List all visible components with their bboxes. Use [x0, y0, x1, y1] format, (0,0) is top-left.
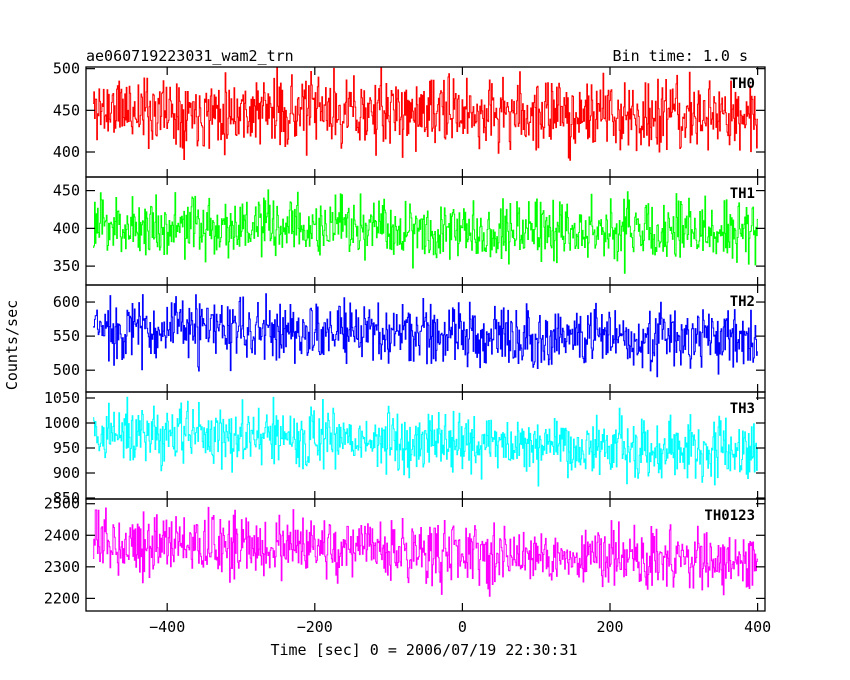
panel-th0: 400 450 500 TH0: [53, 60, 766, 178]
series-line-th2: [93, 293, 758, 378]
panel-label: TH0123: [704, 508, 755, 524]
x-tick-label: 0: [458, 618, 467, 636]
y-tick-label: 550: [53, 327, 80, 345]
y-tick-label: 450: [53, 101, 80, 119]
y-tick-label: 2300: [44, 558, 80, 576]
panel-label: TH0: [730, 76, 755, 92]
y-tick-label: 1000: [44, 414, 80, 432]
y-tick-label: 400: [53, 219, 80, 237]
y-tick-label: 450: [53, 182, 80, 200]
y-tick-label: 850: [53, 489, 80, 507]
chart-title: ae060719223031_wam2_trn: [86, 47, 294, 65]
y-tick-label: 950: [53, 439, 80, 457]
y-tick-label: 1050: [44, 389, 80, 407]
x-tick-label: 200: [596, 618, 623, 636]
x-tick-label: −400: [149, 618, 185, 636]
x-axis-label: Time [sec] 0 = 2006/07/19 22:30:31: [270, 641, 577, 659]
panel-frame: [85, 498, 766, 612]
y-tick-label: 2500: [44, 495, 80, 513]
x-tick-label: 400: [744, 618, 771, 636]
panel-label: TH2: [730, 294, 755, 310]
panel-label: TH1: [730, 186, 755, 202]
series-line-th0123: [93, 506, 758, 597]
y-axis-label: Counts/sec: [3, 300, 21, 390]
y-tick-label: 500: [53, 361, 80, 379]
panel-th1: 350 400 450 TH1: [53, 176, 766, 286]
y-tick-label: 600: [53, 293, 80, 311]
panel-th2: 500 550 600 TH2: [53, 284, 766, 393]
series-line-th0: [93, 67, 758, 161]
y-tick-label: 2200: [44, 589, 80, 607]
panels-group: 400 450 500 TH0 350 400 450 TH1 500 550 600 TH2 850 9…: [44, 60, 766, 612]
series-line-th1: [93, 189, 758, 274]
y-tick-label: 900: [53, 464, 80, 482]
y-tick-label: 2400: [44, 526, 80, 544]
y-tick-label: 350: [53, 257, 80, 275]
series-line-th3: [93, 396, 758, 487]
y-tick-label: 500: [53, 60, 80, 78]
panel-th0123: 2200 2300 2400 2500 TH0123: [44, 495, 766, 612]
panel-th3: 850 900 950 1000 1050 TH3: [44, 389, 766, 507]
bin-time-label: Bin time: 1.0 s: [613, 47, 748, 65]
y-tick-label: 400: [53, 143, 80, 161]
panel-label: TH3: [730, 401, 755, 417]
x-tick-group: −400 −200 0 200 400: [149, 618, 771, 636]
x-tick-label: −200: [297, 618, 333, 636]
